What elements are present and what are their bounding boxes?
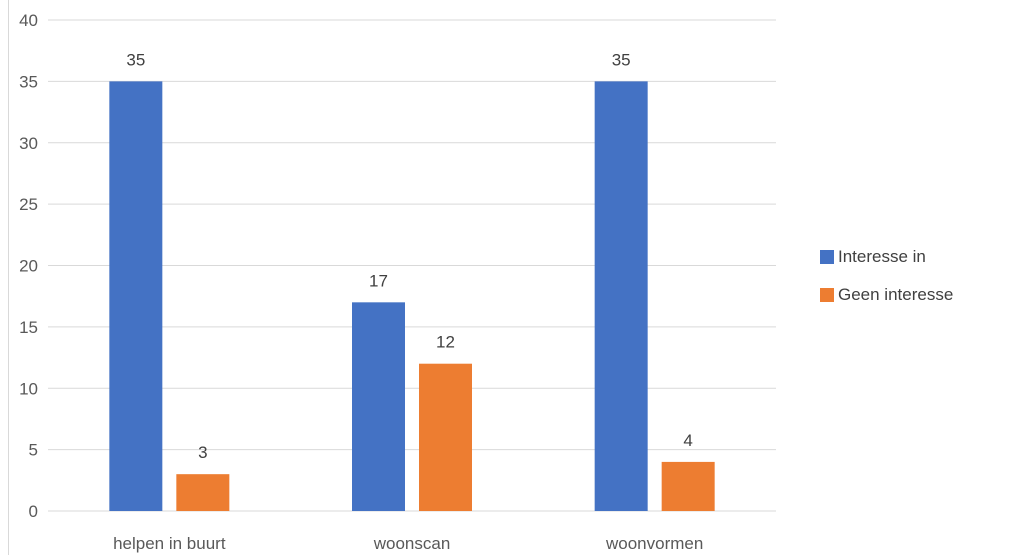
y-tick-label: 25 (19, 195, 38, 214)
data-label: 35 (126, 50, 145, 69)
legend-item-geen-interesse: Geen interesse (820, 284, 953, 306)
legend-label-geen-interesse: Geen interesse (838, 285, 954, 304)
category-label: helpen in buurt (113, 534, 226, 553)
legend: Interesse in Geen interesse (820, 246, 953, 322)
y-tick-label: 40 (19, 11, 38, 30)
bar-2-1 (661, 461, 715, 511)
gridlines (48, 19, 776, 512)
y-tick-label: 35 (19, 72, 38, 91)
data-label: 17 (369, 271, 388, 290)
y-axis-ticks: 0 5 10 15 20 25 30 35 40 (19, 11, 38, 521)
chart-frame (8, 0, 9, 555)
bar-0-0 (109, 81, 163, 511)
legend-label-interesse: Interesse in (838, 247, 926, 266)
category-labels: helpen in buurt woonscan woonvormen (113, 534, 703, 553)
legend-item-interesse: Interesse in (820, 246, 953, 268)
legend-swatch-interesse (820, 250, 834, 264)
data-label: 35 (612, 50, 631, 69)
legend-swatch-geen-interesse (820, 288, 834, 302)
data-label: 3 (198, 443, 207, 462)
data-labels: 35 3 17 12 35 4 (126, 50, 693, 462)
y-tick-label: 15 (19, 318, 38, 337)
y-tick-label: 20 (19, 257, 38, 276)
bar-0-1 (176, 474, 230, 511)
y-tick-label: 5 (29, 441, 38, 460)
bars (109, 81, 715, 511)
data-label: 4 (683, 431, 692, 450)
bar-1-0 (352, 302, 405, 511)
category-label: woonscan (373, 534, 451, 553)
data-label: 12 (436, 333, 455, 352)
bar-2-0 (594, 81, 648, 511)
category-label: woonvormen (605, 534, 703, 553)
y-tick-label: 0 (29, 502, 38, 521)
bar-1-1 (419, 363, 472, 511)
y-tick-label: 30 (19, 134, 38, 153)
y-tick-label: 10 (19, 379, 38, 398)
